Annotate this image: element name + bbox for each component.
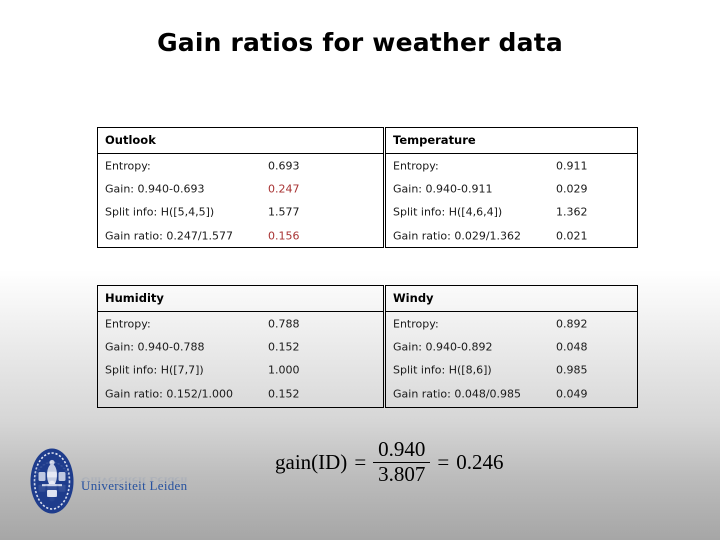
outlook-table: Outlook Entropy: 0.693 Gain: 0.940-0.693… — [97, 127, 384, 248]
row-value: 0.029 — [556, 182, 588, 196]
row-label: Entropy: — [393, 159, 439, 173]
formula-numerator: 0.940 — [373, 437, 431, 463]
row-value: 0.892 — [556, 317, 588, 331]
outlook-table-header: Outlook — [98, 128, 383, 154]
university-seal-icon — [30, 448, 74, 514]
row-label: Gain: 0.940-0.788 — [105, 340, 205, 354]
row-label: Entropy: — [105, 317, 151, 331]
temperature-table: Temperature Entropy: 0.911 Gain: 0.940-0… — [385, 127, 638, 248]
row-value: 0.049 — [556, 387, 588, 401]
row-label: Gain ratio: 0.029/1.362 — [393, 229, 522, 243]
row-value: 0.048 — [556, 340, 588, 354]
row-value: 0.985 — [556, 363, 588, 377]
university-logo-reflection: Universiteit Leiden — [30, 458, 187, 511]
table-row: Split info: H([7,7]) 1.000 — [98, 359, 383, 382]
formula-result: 0.246 — [456, 449, 504, 474]
table-row: Entropy: 0.788 — [98, 312, 383, 335]
row-label: Split info: H([4,6,4]) — [393, 205, 503, 219]
table-row: Split info: H([4,6,4]) 1.362 — [386, 201, 637, 224]
humidity-table-header: Humidity — [98, 286, 383, 312]
row-value: 0.911 — [556, 159, 588, 173]
row-value-highlighted: 0.247 — [268, 182, 300, 196]
row-value: 0.152 — [268, 340, 300, 354]
table-row: Gain: 0.940-0.911 0.029 — [386, 177, 637, 200]
row-value: 0.152 — [268, 387, 300, 401]
row-value: 1.577 — [268, 205, 300, 219]
row-label: Gain ratio: 0.152/1.000 — [105, 387, 234, 401]
row-value: 0.788 — [268, 317, 300, 331]
table-row: Gain ratio: 0.247/1.577 0.156 — [98, 224, 383, 247]
table-row: Entropy: 0.892 — [386, 312, 637, 335]
formula-fraction: 0.940 3.807 — [373, 437, 431, 486]
humidity-table: Humidity Entropy: 0.788 Gain: 0.940-0.78… — [97, 285, 384, 408]
row-value: 1.362 — [556, 205, 588, 219]
university-logo: Universiteit Leiden — [30, 448, 187, 514]
slide-title: Gain ratios for weather data — [157, 28, 563, 57]
row-label: Gain: 0.940-0.693 — [105, 182, 205, 196]
row-label: Entropy: — [393, 317, 439, 331]
table-row: Gain ratio: 0.029/1.362 0.021 — [386, 224, 637, 247]
row-label: Split info: H([8,6]) — [393, 363, 492, 377]
formula-denominator: 3.807 — [378, 461, 426, 486]
university-name: Universiteit Leiden — [81, 478, 188, 493]
table-row: Gain: 0.940-0.693 0.247 — [98, 177, 383, 200]
university-seal-reflection-icon — [30, 458, 74, 511]
table-row: Gain ratio: 0.048/0.985 0.049 — [386, 382, 637, 405]
row-value: 0.021 — [556, 229, 588, 243]
formula-equals-sign: = — [354, 449, 367, 474]
table-row: Entropy: 0.693 — [98, 154, 383, 177]
row-label: Gain: 0.940-0.892 — [393, 340, 493, 354]
table-row: Gain ratio: 0.152/1.000 0.152 — [98, 382, 383, 405]
table-row: Gain: 0.940-0.892 0.048 — [386, 335, 637, 358]
row-value-highlighted: 0.156 — [268, 229, 300, 243]
formula-equals-sign: = — [437, 449, 450, 474]
table-row: Split info: H([5,4,5]) 1.577 — [98, 201, 383, 224]
row-label: Gain ratio: 0.048/0.985 — [393, 387, 522, 401]
row-value: 1.000 — [268, 363, 300, 377]
table-row: Split info: H([8,6]) 0.985 — [386, 359, 637, 382]
row-label: Split info: H([7,7]) — [105, 363, 204, 377]
row-label: Entropy: — [105, 159, 151, 173]
row-label: Gain ratio: 0.247/1.577 — [105, 229, 234, 243]
table-row: Entropy: 0.911 — [386, 154, 637, 177]
temperature-table-header: Temperature — [386, 128, 637, 154]
windy-table: Windy Entropy: 0.892 Gain: 0.940-0.892 0… — [385, 285, 638, 408]
row-label: Gain: 0.940-0.911 — [393, 182, 493, 196]
gain-id-formula: gain(ID) = 0.940 3.807 = 0.246 — [275, 434, 504, 490]
table-row: Gain: 0.940-0.788 0.152 — [98, 335, 383, 358]
formula-lhs: gain(ID) — [275, 449, 348, 474]
row-label: Split info: H([5,4,5]) — [105, 205, 215, 219]
university-name-reflection: Universiteit Leiden — [81, 475, 188, 487]
row-value: 0.693 — [268, 159, 300, 173]
windy-table-header: Windy — [386, 286, 637, 312]
